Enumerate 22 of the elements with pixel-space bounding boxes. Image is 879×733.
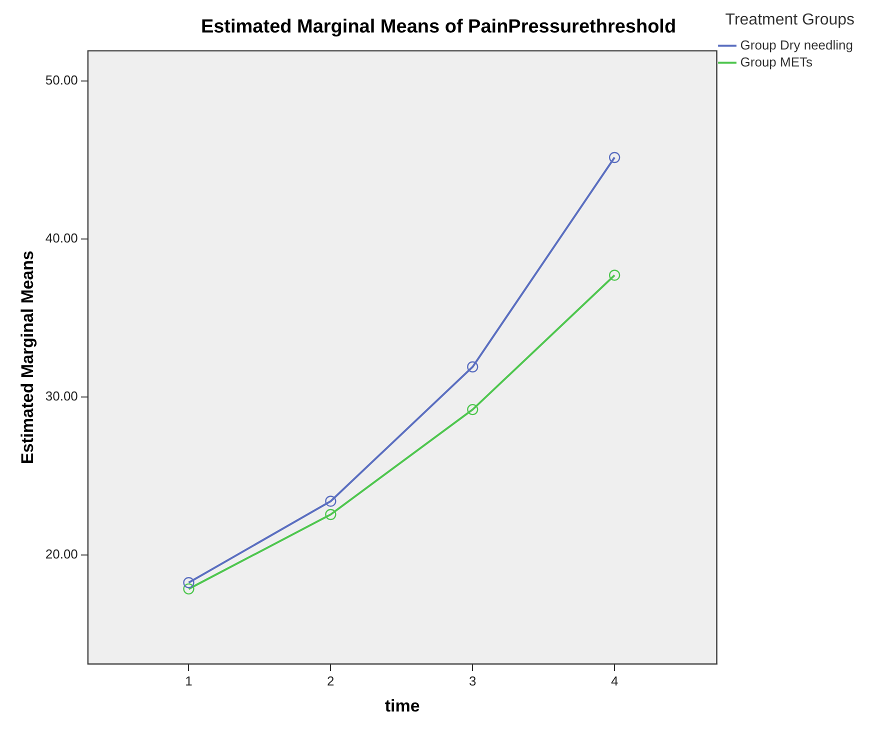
x-tick-label: 2 (327, 673, 334, 688)
point (325, 496, 336, 507)
point (467, 361, 478, 372)
y-tick-label: 20.00 (45, 546, 78, 562)
legend-label: Group METs (740, 54, 814, 70)
point (467, 404, 478, 416)
point (608, 152, 620, 164)
chart-title: Estimated Marginal Means of PainPressurethreshold (200, 16, 676, 38)
y-tick-label: 50.00 (45, 72, 78, 88)
y-tick-label: 40.00 (45, 230, 78, 246)
y-tick-label: 30.00 (45, 388, 78, 404)
legend-title: Treatment Groups (725, 11, 855, 28)
point (325, 508, 336, 520)
legend-label: Group Dry needling (740, 37, 854, 52)
point (608, 270, 620, 281)
x-axis-title: time (384, 696, 420, 716)
x-tick-label: 4 (610, 673, 618, 688)
point (183, 583, 194, 595)
point (183, 577, 194, 588)
y-axis-title: Estimated Marginal Means (18, 250, 37, 464)
x-tick-label: 3 (469, 673, 476, 688)
x-tick-label: 1 (185, 673, 192, 688)
